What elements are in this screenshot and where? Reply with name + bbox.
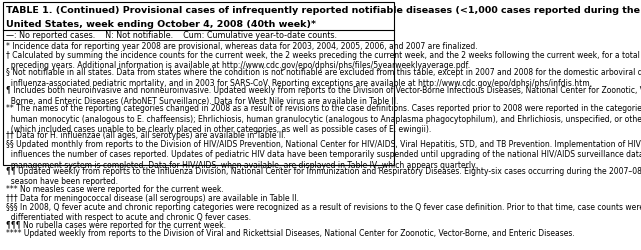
Text: †† Data for H. influenzae (all ages, all serotypes) are available in Table II.: †† Data for H. influenzae (all ages, all… (6, 131, 286, 140)
Text: TABLE 1. (Continued) Provisional cases of infrequently reported notifiable disea: TABLE 1. (Continued) Provisional cases o… (6, 6, 641, 15)
Text: ¶ Includes both neuroinvasive and nonneuroinvasive. Updated weekly from reports : ¶ Includes both neuroinvasive and nonneu… (6, 86, 641, 106)
Text: United States, week ending October 4, 2008 (40th week)*: United States, week ending October 4, 20… (6, 20, 316, 28)
Text: **** Updated weekly from reports to the Division of Viral and Rickettsial Diseas: **** Updated weekly from reports to the … (6, 230, 575, 238)
Text: ¶¶¶ No rubella cases were reported for the current week.: ¶¶¶ No rubella cases were reported for t… (6, 220, 226, 230)
Text: §§§ In 2008, Q fever acute and chronic reporting categories were recognized as a: §§§ In 2008, Q fever acute and chronic r… (6, 203, 641, 222)
Text: * Incidence data for reporting year 2008 are provisional, whereas data for 2003,: * Incidence data for reporting year 2008… (6, 42, 478, 51)
Text: *** No measles case were reported for the current week.: *** No measles case were reported for th… (6, 185, 224, 194)
FancyBboxPatch shape (3, 2, 394, 166)
Text: —: No reported cases.    N: Not notifiable.    Cum: Cumulative year-to-date coun: —: No reported cases. N: Not notifiable.… (6, 31, 337, 40)
Text: ** The names of the reporting categories changed in 2008 as a result of revision: ** The names of the reporting categories… (6, 104, 641, 134)
Text: ††† Data for meningococcal disease (all serogroups) are available in Table II.: ††† Data for meningococcal disease (all … (6, 194, 299, 203)
Text: §§ Updated monthly from reports to the Division of HIV/AIDS Prevention, National: §§ Updated monthly from reports to the D… (6, 140, 641, 170)
Text: § Not notifiable in all states. Data from states where the condition is not noti: § Not notifiable in all states. Data fro… (6, 68, 641, 88)
Text: † Calculated by summing the incidence counts for the current week, the 2 weeks p: † Calculated by summing the incidence co… (6, 50, 641, 70)
Text: ¶¶ Updated weekly from reports to the Influenza Division, National Center for Im: ¶¶ Updated weekly from reports to the In… (6, 167, 641, 186)
